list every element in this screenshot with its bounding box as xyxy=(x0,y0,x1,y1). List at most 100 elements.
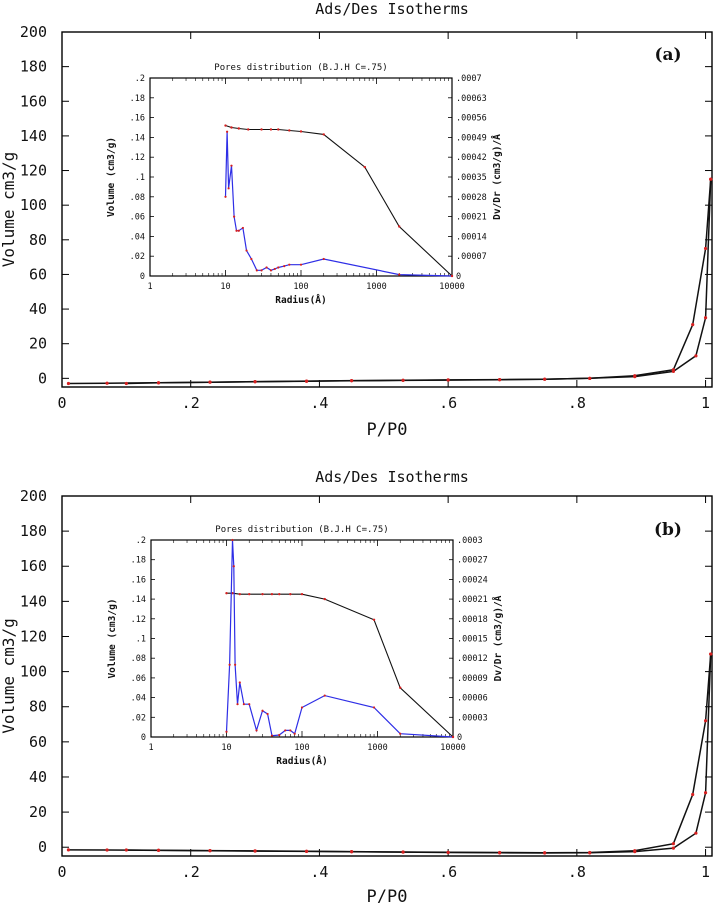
inset-distribution-point xyxy=(293,732,296,735)
y-tick-label: 100 xyxy=(20,663,47,681)
y-tick-label: 160 xyxy=(20,557,47,575)
isotherm-point xyxy=(691,323,695,327)
plot-frame xyxy=(61,31,713,388)
inset-cumulative-point xyxy=(399,686,402,689)
inset-y2-tick-label: .00024 xyxy=(457,575,488,585)
inset-y2-tick-label: .00049 xyxy=(456,133,487,143)
inset-y2-tick-label: .00015 xyxy=(457,635,488,645)
inset-y-tick-label: .12 xyxy=(131,615,146,625)
inset-distribution-point xyxy=(255,729,258,732)
inset-cumulative-point xyxy=(270,592,274,596)
inset-distribution-point xyxy=(241,226,244,230)
inset-cumulative-point xyxy=(323,597,326,601)
inset-y2-tick-label: .00063 xyxy=(456,94,487,104)
inset-y2-axis-label: Dv/Dr (cm3/g)/Å xyxy=(492,134,503,220)
isotherm-point xyxy=(124,381,128,386)
isotherm-point xyxy=(253,380,257,384)
inset-distribution-point xyxy=(288,263,291,266)
inset-distribution-point xyxy=(322,257,325,261)
inset-distribution-point xyxy=(300,706,304,709)
desorption-line xyxy=(126,179,712,385)
y-tick-label: 200 xyxy=(20,487,47,505)
inset-x-tick-label: 1 xyxy=(147,282,152,292)
isotherm-point xyxy=(709,652,713,656)
y-tick-label: 20 xyxy=(29,335,47,353)
x-tick-label: .2 xyxy=(182,863,200,881)
inset-y2-tick-label: .00014 xyxy=(456,232,487,242)
panel-label-b: (b) xyxy=(654,520,682,540)
isotherm-point xyxy=(703,246,708,251)
inset-distribution-point xyxy=(270,734,274,737)
inset-cumulative-point xyxy=(238,592,241,596)
inset-x-axis-label: Radius(Å) xyxy=(276,756,327,767)
inset-y2-tick-label: .00028 xyxy=(456,193,487,203)
inset-y2-tick-label: .00021 xyxy=(457,595,488,605)
inset-x-tick-label: 10 xyxy=(220,282,230,292)
inset-distribution-point xyxy=(398,273,401,276)
inset-distribution-point xyxy=(266,712,269,716)
isotherm-point xyxy=(671,842,675,846)
inset-cumulative-point xyxy=(363,165,367,169)
inset-frame xyxy=(149,77,453,277)
isotherm-point xyxy=(401,850,405,854)
inset-y-tick-label: .08 xyxy=(131,654,146,664)
isotherm-point xyxy=(208,380,212,384)
y-tick-label: 60 xyxy=(29,265,47,283)
isotherm-point xyxy=(253,849,257,853)
isotherm-point xyxy=(694,831,698,835)
x-tick-label: .8 xyxy=(568,863,586,881)
inset-distribution-point xyxy=(450,274,454,278)
isotherm-point xyxy=(156,848,161,852)
isotherm-point xyxy=(446,850,450,854)
inset-y-tick-label: .18 xyxy=(131,556,146,566)
y-tick-label: 80 xyxy=(29,231,47,249)
inset-x-axis-label: Radius(Å) xyxy=(275,295,326,306)
inset-y-tick-label: 0 xyxy=(141,733,146,743)
inset-y-axis-label: Volume (cm3/g) xyxy=(106,137,117,217)
isotherm-point xyxy=(709,177,713,181)
isotherm-point xyxy=(208,848,212,853)
y-tick-label: 140 xyxy=(20,592,47,610)
isotherm-point xyxy=(401,378,405,382)
inset-distribution-point xyxy=(255,269,258,272)
inset-distribution-point xyxy=(323,694,326,697)
inset-distribution-point xyxy=(242,703,245,706)
inset-x-tick-label: 10000 xyxy=(439,282,465,292)
inset-title: Pores distribution (B.J.H C=.75) xyxy=(215,525,388,535)
y-tick-label: 120 xyxy=(20,162,47,180)
plot-frame xyxy=(61,495,713,857)
isotherm-point xyxy=(105,848,109,852)
inset-x-tick-label: 100 xyxy=(294,743,309,753)
inset-distribution-point xyxy=(250,257,253,261)
y-tick-label: 40 xyxy=(29,300,47,318)
inset-y-tick-label: .04 xyxy=(130,232,145,242)
inset-y2-tick-label: .00012 xyxy=(457,654,488,664)
inset-cumulative-point xyxy=(269,128,273,131)
inset-y2-tick-label: .00042 xyxy=(456,153,487,163)
inset-distribution-point xyxy=(227,187,230,190)
inset-cumulative-point xyxy=(299,130,303,133)
inset-distribution-point xyxy=(273,267,276,271)
inset-cumulative-point xyxy=(277,128,280,131)
inset-distribution-point xyxy=(228,663,231,666)
inset-distribution-point xyxy=(283,265,286,268)
inset-y2-tick-label: .00009 xyxy=(457,674,488,684)
inset-distribution-point xyxy=(399,732,402,735)
inset-distribution-point xyxy=(248,703,251,706)
isotherm-point xyxy=(350,378,354,383)
inset-x-tick-label: 1000 xyxy=(367,743,387,753)
inset-x-tick-label: 1 xyxy=(148,743,153,753)
isotherm-point xyxy=(703,791,708,795)
x-tick-label: 0 xyxy=(57,394,66,412)
inset-y-tick-label: .2 xyxy=(135,74,145,84)
inset-distribution-point xyxy=(233,215,236,218)
isotherm-point xyxy=(498,377,502,382)
inset-y2-tick-label: .00003 xyxy=(457,713,488,723)
inset-distribution-point xyxy=(260,269,263,272)
inset-y2-tick-label: .0003 xyxy=(457,536,483,546)
inset-distribution-point xyxy=(451,735,455,739)
y-tick-label: 140 xyxy=(20,127,47,145)
inset-distribution-point xyxy=(225,130,229,133)
x-tick-label: .6 xyxy=(439,863,457,881)
